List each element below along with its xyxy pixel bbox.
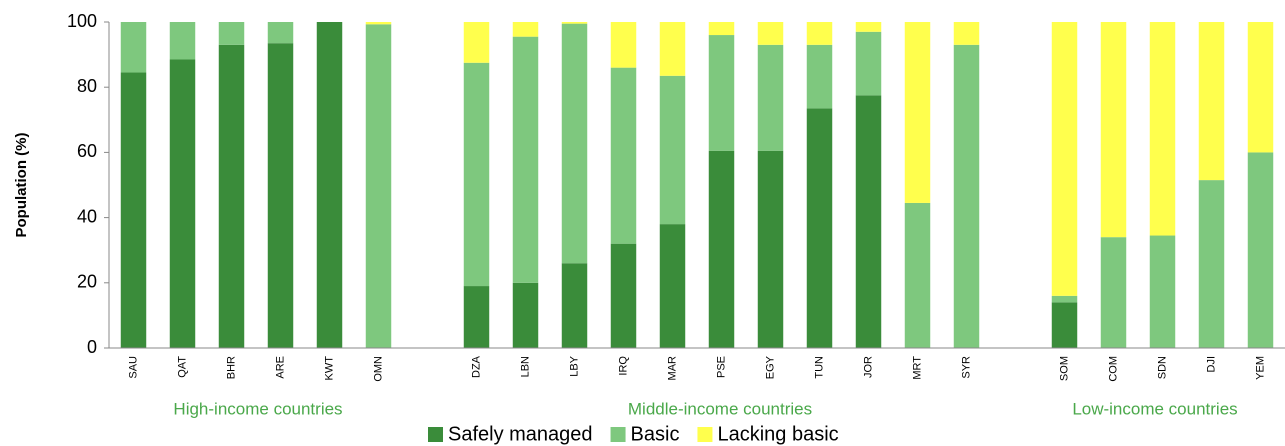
bar-segment — [806, 22, 833, 45]
bar-segment — [610, 67, 637, 244]
y-tick-label: 20 — [77, 272, 97, 292]
group-label: Middle-income countries — [628, 399, 812, 418]
x-tick-label: YEM — [1254, 356, 1266, 380]
x-tick-label: MAR — [666, 356, 678, 381]
x-tick-label: KWT — [323, 356, 335, 381]
bar-segment — [1051, 295, 1078, 303]
bar-segment — [218, 44, 245, 348]
x-tick-label: BHR — [225, 356, 237, 379]
x-tick-label: SAU — [127, 356, 139, 379]
x-tick-label: PSE — [715, 356, 727, 378]
bar-segment — [1100, 22, 1127, 238]
bar-segment — [512, 282, 539, 348]
legend-label: Basic — [631, 423, 680, 445]
bar-segment — [316, 22, 343, 348]
group-label: Low-income countries — [1072, 399, 1237, 418]
x-tick-label: JOR — [862, 356, 874, 378]
legend-swatch — [428, 427, 443, 442]
bar-segment — [267, 22, 294, 44]
group-label: High-income countries — [173, 399, 342, 418]
legend-swatch — [610, 427, 626, 442]
bar-segment — [953, 44, 980, 348]
bar-segment — [1247, 152, 1274, 348]
bar-segment — [708, 150, 735, 348]
x-tick-label: SDN — [1156, 356, 1168, 379]
bar-segment — [1198, 22, 1225, 181]
bar-segment — [512, 36, 539, 283]
bar-segment — [1100, 237, 1127, 348]
bar-segment — [512, 22, 539, 37]
bar-segment — [218, 22, 245, 45]
bar-segment — [757, 44, 784, 151]
bar-segment — [659, 224, 686, 348]
x-tick-label: IRQ — [617, 356, 629, 376]
x-tick-label: OMN — [372, 356, 384, 382]
bar-segment — [1198, 180, 1225, 348]
bar-segment — [463, 286, 490, 348]
bar-segment — [659, 22, 686, 76]
bar-segment — [561, 263, 588, 348]
bar-segment — [120, 22, 147, 73]
bar-segment — [855, 95, 882, 348]
bar-segment — [561, 22, 588, 24]
bar-segment — [1051, 302, 1078, 348]
y-tick-label: 60 — [77, 141, 97, 161]
bar-segment — [267, 43, 294, 348]
x-tick-label: ARE — [274, 356, 286, 379]
legend-label: Safely managed — [448, 423, 593, 445]
x-tick-label: SYR — [960, 356, 972, 379]
bar-segment — [757, 150, 784, 348]
y-tick-label: 100 — [67, 11, 97, 31]
legend-swatch — [697, 427, 713, 442]
bar-segment — [169, 59, 196, 349]
y-axis-label: Population (%) — [13, 133, 30, 238]
bar-segment — [953, 22, 980, 45]
bar-segment — [365, 22, 392, 25]
y-tick-label: 0 — [87, 337, 97, 357]
bar-segment — [1149, 22, 1176, 236]
bar-segment — [904, 22, 931, 203]
bar-segment — [708, 22, 735, 36]
bar-segment — [806, 44, 833, 109]
x-tick-label: TUN — [813, 356, 825, 379]
x-tick-label: MRT — [911, 356, 923, 380]
x-tick-label: DJI — [1205, 356, 1217, 373]
bar-segment — [1149, 235, 1176, 348]
x-tick-label: LBN — [519, 356, 531, 377]
x-tick-label: EGY — [764, 355, 776, 379]
bar-segment — [855, 22, 882, 32]
bar-segment — [1247, 22, 1274, 153]
bar-segment — [120, 72, 147, 348]
y-tick-label: 80 — [77, 76, 97, 96]
x-tick-label: COM — [1107, 356, 1119, 382]
bar-segment — [659, 75, 686, 225]
x-tick-label: LBY — [568, 355, 580, 376]
bar-segment — [169, 22, 196, 60]
bar-segment — [610, 22, 637, 68]
y-tick-label: 40 — [77, 206, 97, 226]
bar-segment — [365, 24, 392, 348]
x-tick-label: DZA — [470, 355, 482, 378]
bar-segment — [610, 243, 637, 348]
bar-segment — [708, 35, 735, 151]
bar-segment — [757, 22, 784, 45]
bar-segment — [1051, 22, 1078, 296]
bar-segment — [463, 22, 490, 63]
bar-segment — [561, 23, 588, 264]
bar-segment — [855, 31, 882, 96]
x-tick-label: SOM — [1058, 356, 1070, 381]
bar-segment — [904, 202, 931, 348]
x-tick-label: QAT — [176, 356, 188, 378]
legend-label: Lacking basic — [717, 423, 838, 445]
bar-segment — [806, 108, 833, 348]
bar-segment — [463, 62, 490, 287]
